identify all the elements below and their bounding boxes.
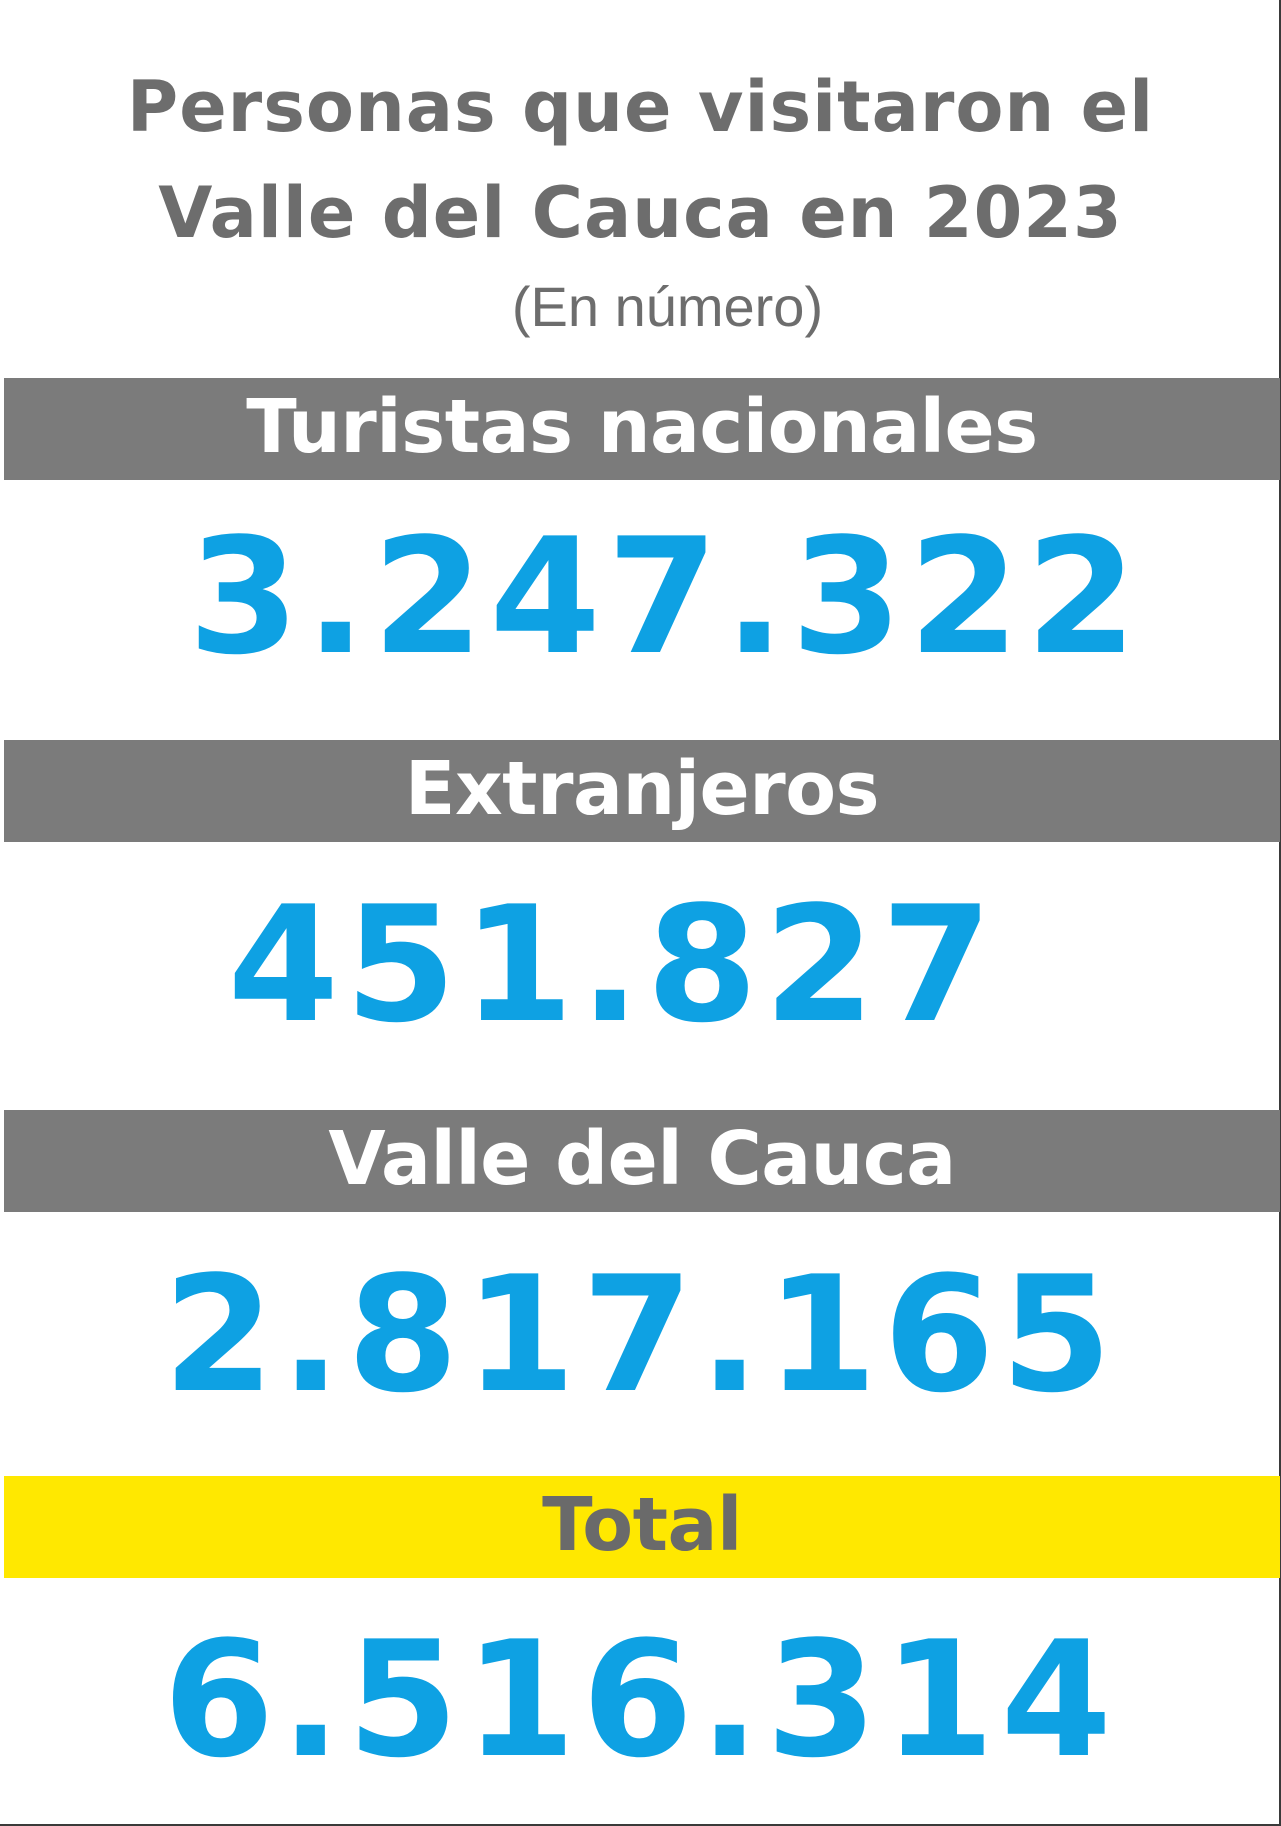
subtitle: (En número): [511, 275, 824, 338]
section-label: Extranjeros: [404, 746, 880, 832]
section-header-total: Total: [4, 1476, 1280, 1578]
section-value-valle-del-cauca: 2.817.165: [163, 1241, 1118, 1428]
title-line-2: Valle del Cauca en 2023: [158, 172, 1123, 254]
section-value-extranjeros: 451.827: [227, 871, 999, 1058]
section-value-total: 6.516.314: [163, 1606, 1118, 1793]
section-label: Valle del Cauca: [328, 1116, 956, 1202]
title-line-1: Personas que visitaron el: [126, 66, 1155, 148]
section-header-extranjeros: Extranjeros: [4, 740, 1280, 842]
section-label: Total: [542, 1482, 742, 1568]
section-label: Turistas nacionales: [246, 384, 1038, 470]
section-header-valle-del-cauca: Valle del Cauca: [4, 1110, 1280, 1212]
section-value-turistas-nacionales: 3.247.322: [188, 503, 1143, 690]
section-header-turistas-nacionales: Turistas nacionales: [4, 378, 1280, 480]
